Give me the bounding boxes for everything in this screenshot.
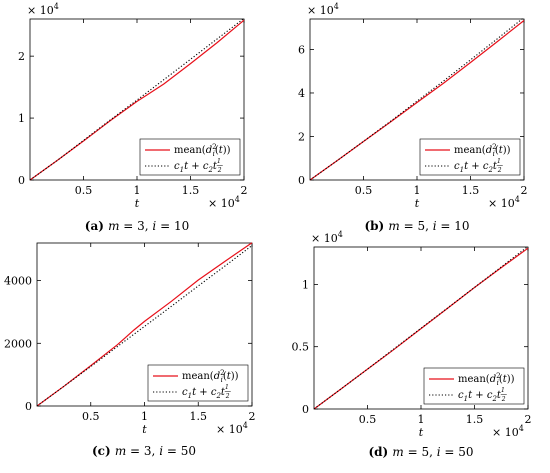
x-tick-label: 1.5 (466, 413, 484, 426)
x-tick-label: 1 (414, 184, 421, 197)
y-tick-label: 6 (298, 43, 305, 56)
x-tick-label: 2 (241, 184, 248, 197)
legend-label: c1t + c2t1 ― 2 (458, 387, 508, 403)
panel-caption: (d) m = 5, i = 50 (368, 445, 473, 459)
x-tick-label: 0.5 (82, 410, 100, 423)
x-multiplier: × 104 (492, 424, 524, 439)
series-line-mean (36, 242, 253, 407)
legend: mean(d2 i(t))c1t + c2t1 ― 2 (139, 138, 241, 176)
y-tick-label: 0 (18, 174, 25, 187)
x-tick-label: 2 (521, 184, 528, 197)
legend-label: mean(d2 i(t)) (454, 143, 511, 158)
y-tick-label: 4 (298, 87, 305, 100)
y-tick-label: 2 (18, 50, 25, 63)
chart-panel: 0.5 1 1.5 2 0 0.5 1 × 104 × 104 t mean(d2 i(t))c1t … (292, 230, 532, 459)
x-tick-label: 1.5 (190, 410, 208, 423)
x-axis-label: t (135, 197, 140, 210)
legend-box (147, 364, 249, 402)
x-axis-label: t (419, 426, 424, 439)
x-multiplier: × 104 (488, 195, 520, 210)
y-tick-label: 0 (25, 400, 32, 413)
legend: mean(d2 i(t))c1t + c2t1 ― 2 (147, 364, 249, 402)
y-tick-label: 0 (302, 403, 309, 416)
y-tick-label: 0 (298, 174, 305, 187)
x-axis-label: t (142, 423, 147, 436)
legend-label: mean(d2 i(t)) (182, 369, 239, 384)
legend-label: c1t + c2t1 ― 2 (174, 158, 224, 174)
legend-box (419, 138, 521, 176)
x-tick-label: 1.5 (182, 184, 200, 197)
legend-label: c1t + c2t1 ― 2 (454, 158, 504, 174)
x-multiplier: × 104 (208, 195, 240, 210)
y-tick-label: 1 (302, 278, 309, 291)
y-tick-label: 1 (18, 112, 25, 125)
y-tick-label: 4000 (4, 275, 32, 288)
x-tick-label: 1 (418, 413, 425, 426)
series-line-mean (313, 247, 529, 410)
y-tick-label: 0.5 (292, 341, 310, 354)
x-tick-label: 0.5 (355, 184, 373, 197)
legend-label: c1t + c2t1 ― 2 (182, 384, 232, 400)
x-multiplier: × 104 (216, 421, 248, 436)
y-tick-label: 2000 (4, 337, 32, 350)
y-multiplier: × 104 (311, 230, 343, 245)
panel-caption: (c) m = 3, i = 50 (92, 444, 196, 458)
chart-panel: 0.5 1 1.5 2 0 2000 4000 × 104 t mean(d2 i(t))c1t +… (4, 242, 256, 458)
x-axis-label: t (415, 197, 420, 210)
x-tick-label: 0.5 (75, 184, 93, 197)
legend-box (139, 138, 241, 176)
x-tick-label: 1 (141, 410, 148, 423)
x-tick-label: 1 (134, 184, 141, 197)
legend-label: mean(d2 i(t)) (458, 372, 515, 387)
x-tick-label: 1.5 (462, 184, 480, 197)
x-tick-label: 2 (249, 410, 256, 423)
legend: mean(d2 i(t))c1t + c2t1 ― 2 (423, 367, 525, 405)
x-tick-label: 2 (525, 413, 532, 426)
legend-label: mean(d2 i(t)) (174, 143, 231, 158)
chart-panel: 0.5 1 1.5 2 0 2 4 6 × 104 × 104 t mean(d2 i(t))c1t +… (298, 2, 528, 233)
x-tick-label: 0.5 (359, 413, 377, 426)
legend: mean(d2 i(t))c1t + c2t1 ― 2 (419, 138, 521, 176)
y-multiplier: × 104 (307, 2, 339, 17)
panel-caption: (a) m = 3, i = 10 (85, 219, 189, 233)
y-multiplier: × 104 (27, 2, 59, 17)
series-line-mean (29, 19, 245, 181)
panel-caption: (b) m = 5, i = 10 (364, 219, 469, 233)
series-line-mean (309, 20, 525, 181)
y-tick-label: 2 (298, 130, 305, 143)
legend-box (423, 367, 525, 405)
